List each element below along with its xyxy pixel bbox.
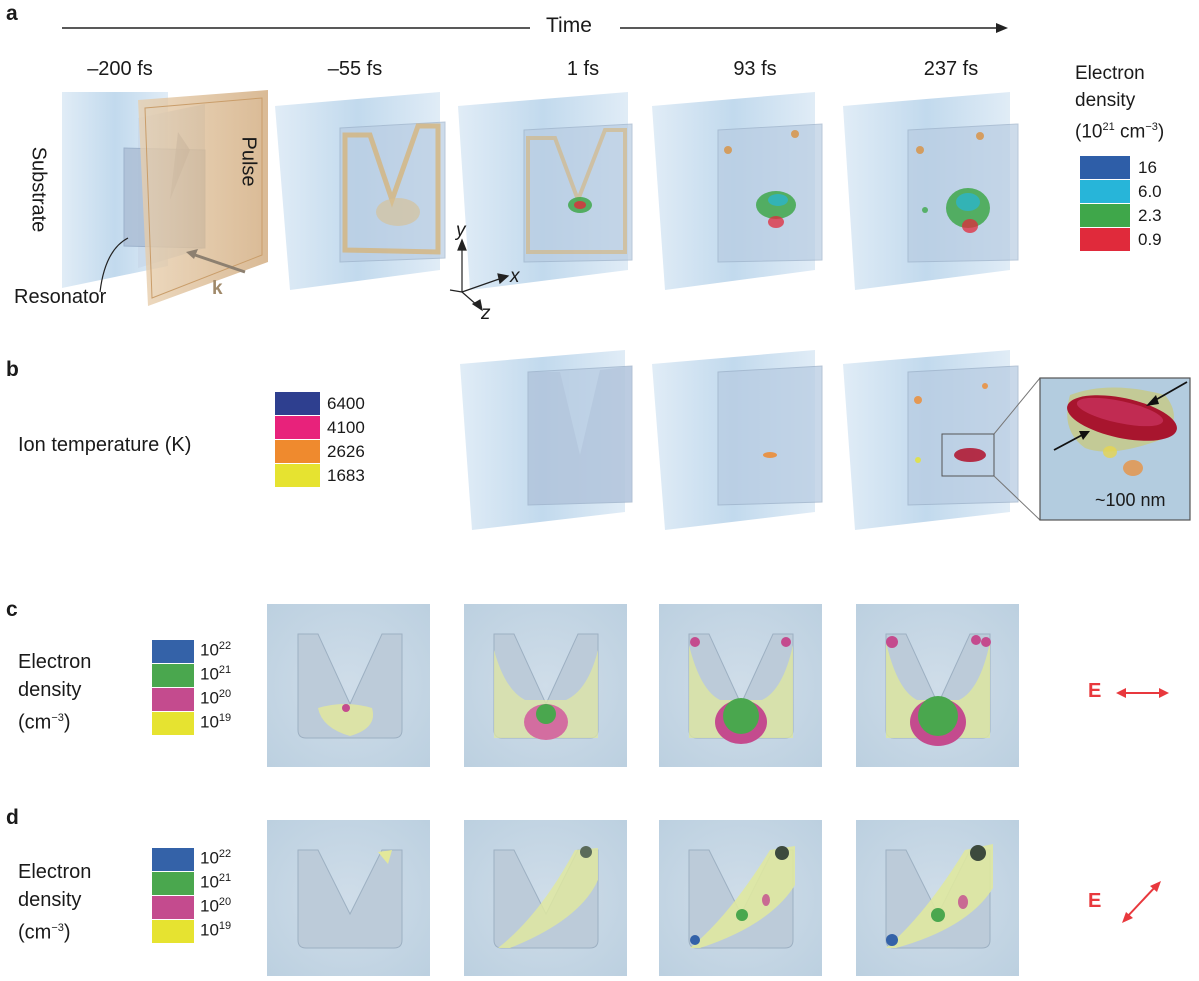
legend-a-label-1: 16 — [1138, 158, 1157, 177]
legend-d-label-1: 1022 — [200, 848, 232, 868]
ion-temperature-title: Ion temperature (K) — [18, 434, 192, 456]
field-arrow-d — [1122, 881, 1161, 923]
axis-x-label: x — [510, 266, 520, 287]
time-label-4: 93 fs — [733, 58, 777, 80]
legend-d-label-2: 1021 — [200, 872, 232, 892]
legend-c-swatch-4 — [152, 712, 194, 735]
legend-a-title: Electron density (1021 cm−3) — [1075, 63, 1165, 143]
legend-c-swatch-1 — [152, 640, 194, 663]
legend-c-label-4: 1019 — [200, 712, 232, 732]
time-arrow-head — [996, 23, 1008, 33]
legend-d-swatch-1 — [152, 848, 194, 871]
field-label-c: E — [1088, 680, 1102, 702]
legend-b-label-1: 6400 — [327, 394, 365, 413]
frame-d-2 — [464, 820, 627, 976]
frame-b-2 — [652, 350, 823, 530]
panel-c-title: Electron density (cm−3) — [18, 651, 92, 734]
time-label-1: –200 fs — [87, 58, 153, 80]
legend-c-label-3: 1020 — [200, 688, 232, 708]
frame-d-4 — [856, 820, 1019, 976]
frame-d-1 — [267, 820, 430, 976]
legend-b-swatch-1 — [275, 392, 320, 415]
panel-d-letter: d — [6, 806, 19, 829]
panel-a-letter: a — [6, 2, 18, 25]
legend-a-label-2: 6.0 — [1138, 182, 1162, 201]
legend-b-label-3: 2626 — [327, 442, 365, 461]
field-arrow-c — [1116, 688, 1169, 698]
legend-a-label-3: 2.3 — [1138, 206, 1162, 225]
legend-d-swatch-3 — [152, 896, 194, 919]
legend-d-label-4: 1019 — [200, 920, 232, 940]
axis-z-label: z — [481, 303, 491, 324]
zoom-inset — [1039, 377, 1191, 521]
legend-a-swatch-2 — [1080, 180, 1130, 203]
legend-b-swatch-4 — [275, 464, 320, 487]
frame-a-3 — [458, 92, 633, 290]
legend-a-swatch-3 — [1080, 204, 1130, 227]
k-label: k — [212, 278, 223, 299]
legend-c-label-1: 1022 — [200, 640, 232, 660]
frame-a-4 — [652, 92, 823, 290]
frame-b-1 — [460, 350, 633, 530]
panel-c-letter: c — [6, 598, 18, 621]
panel-d-title: Electron density (cm−3) — [18, 861, 92, 944]
frame-d-3 — [659, 820, 822, 976]
legend-c-swatch-3 — [152, 688, 194, 711]
frame-c-3 — [659, 604, 822, 767]
frame-c-4 — [856, 604, 1019, 767]
legend-c-label-2: 1021 — [200, 664, 232, 684]
axis-y-label: y — [456, 220, 466, 241]
frame-a-2 — [275, 92, 446, 290]
legend-d-swatch-2 — [152, 872, 194, 895]
time-label-5: 237 fs — [923, 58, 979, 80]
legend-b-swatch-2 — [275, 416, 320, 439]
scale-label: ~100 nm — [1095, 490, 1166, 510]
frame-c-1 — [267, 604, 430, 767]
legend-a-label-4: 0.9 — [1138, 230, 1162, 249]
frame-c-2 — [464, 604, 627, 767]
axes-triad — [449, 238, 510, 312]
legend-c-swatch-2 — [152, 664, 194, 687]
frame-b-3 — [843, 350, 1041, 530]
legend-a-swatch-1 — [1080, 156, 1130, 179]
legend-b-swatch-3 — [275, 440, 320, 463]
legend-d-label-3: 1020 — [200, 896, 232, 916]
time-label: Time — [546, 14, 592, 37]
legend-d-swatch-4 — [152, 920, 194, 943]
frame-a-5 — [843, 92, 1019, 290]
frame-a-1 — [62, 90, 268, 306]
field-label-d: E — [1088, 890, 1102, 912]
time-label-3: 1 fs — [566, 58, 600, 80]
legend-b-label-2: 4100 — [327, 418, 365, 437]
time-label-2: –55 fs — [327, 58, 383, 80]
legend-b-label-4: 1683 — [327, 466, 365, 485]
legend-a-swatch-4 — [1080, 228, 1130, 251]
panel-b-letter: b — [6, 358, 19, 381]
resonator-label: Resonator — [14, 286, 107, 308]
